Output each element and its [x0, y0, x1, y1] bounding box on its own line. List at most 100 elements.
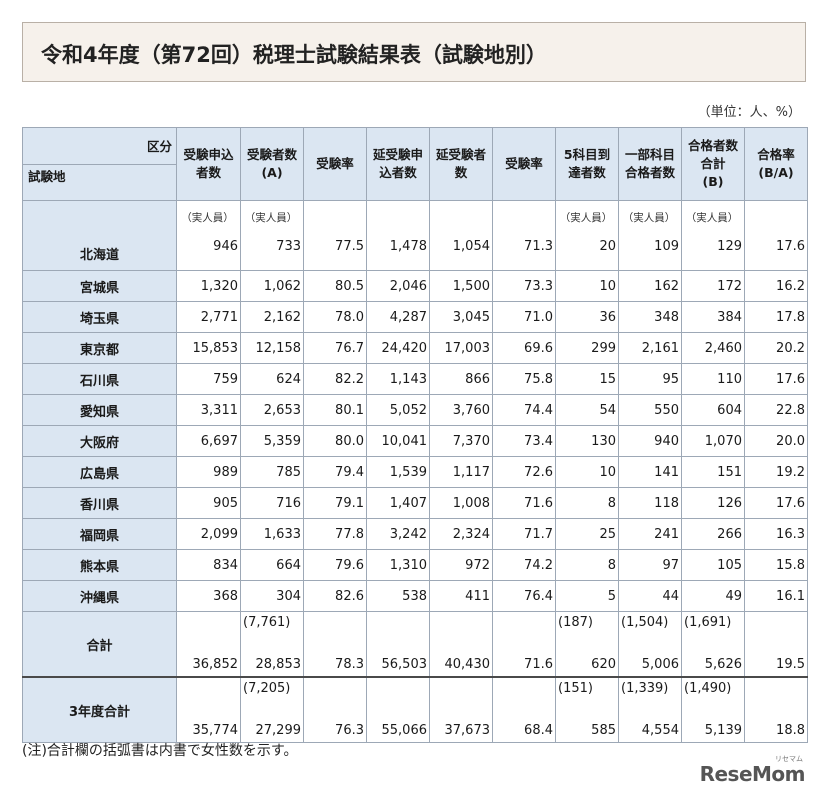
- results-body: 北海道 （実人員） 946 （実人員） 733 77.5 1,478 1,054 71.3 （実人…: [22, 200, 808, 743]
- data-cell: 151: [681, 456, 745, 488]
- data-cell: 348: [618, 301, 682, 333]
- cell-value: 129: [717, 238, 742, 254]
- header-corner: 区分 試験地: [22, 127, 177, 201]
- data-cell: 2,162: [240, 301, 304, 333]
- data-cell: 79.4: [303, 456, 367, 488]
- table-row: 香川県 905 716 79.1 1,407 1,008 71.6 8 118 126 17.6: [22, 487, 808, 519]
- cell-value: 946: [213, 238, 238, 254]
- table-row: 宮城県 1,320 1,062 80.5 2,046 1,500 73.3 10 162 172 1…: [22, 270, 808, 302]
- note-spacer: [493, 211, 553, 225]
- data-cell: 12,158: [240, 332, 304, 364]
- logo-text: ReseMom: [699, 762, 806, 786]
- data-cell: 8: [555, 487, 619, 519]
- data-cell: 241: [618, 518, 682, 550]
- total-cell: (1,691) 5,626: [681, 611, 745, 678]
- col-header-total-examinees: 延受験者数: [429, 127, 493, 201]
- data-cell: 384: [681, 301, 745, 333]
- cell-value: 71.3: [524, 238, 553, 254]
- total-cell: (7,761) 28,853: [240, 611, 304, 678]
- actual-count-note: （実人員）: [622, 211, 676, 224]
- col-header-five-subjects: 5科目到 達者数: [555, 127, 619, 201]
- table-row: 熊本県 834 664 79.6 1,310 972 74.2 8 97 105 15.8: [22, 549, 808, 581]
- total-cell: (187) 620: [555, 611, 619, 678]
- female-count: (7,761): [243, 615, 291, 630]
- data-cell: 299: [555, 332, 619, 364]
- corner-category-label: 区分: [146, 139, 172, 154]
- data-cell: 6,697: [176, 425, 241, 457]
- total-cell: 18.8: [744, 676, 808, 743]
- data-cell: 75.8: [492, 363, 556, 395]
- data-cell: 1,143: [366, 363, 430, 395]
- location-cell: 大阪府: [22, 425, 177, 457]
- data-cell: 162: [618, 270, 682, 302]
- cell-value: 1,478: [389, 238, 427, 254]
- data-cell: 3,311: [176, 394, 241, 426]
- data-cell: 3,760: [429, 394, 493, 426]
- actual-count-note: （実人員）: [685, 211, 739, 224]
- total-label-cell: 合計: [22, 611, 177, 678]
- data-cell: 1,478: [366, 200, 430, 271]
- table-row: 愛知県 3,311 2,653 80.1 5,052 3,760 74.4 54 550 604 2…: [22, 394, 808, 426]
- data-cell: 759: [176, 363, 241, 395]
- page-title: 令和4年度（第72回）税理士試験結果表（試験地別）: [41, 43, 547, 67]
- data-cell: 3,045: [429, 301, 493, 333]
- cell-value: 17.6: [776, 238, 805, 254]
- actual-count-note: （実人員）: [559, 211, 613, 224]
- total-value: 28,853: [255, 657, 302, 672]
- data-cell: 80.0: [303, 425, 367, 457]
- female-count: (1,691): [684, 615, 732, 630]
- data-cell: 78.0: [303, 301, 367, 333]
- cell-value: 77.5: [335, 238, 364, 254]
- data-cell: 2,161: [618, 332, 682, 364]
- location-cell: 埼玉県: [22, 301, 177, 333]
- data-cell: 17.6: [744, 200, 808, 271]
- table-row: 埼玉県 2,771 2,162 78.0 4,287 3,045 71.0 36 348 384 1…: [22, 301, 808, 333]
- data-cell: （実人員） 129: [681, 200, 745, 271]
- data-cell: 1,008: [429, 487, 493, 519]
- data-cell: 905: [176, 487, 241, 519]
- data-cell: 940: [618, 425, 682, 457]
- data-cell: 17,003: [429, 332, 493, 364]
- data-cell: 24,420: [366, 332, 430, 364]
- data-cell: 74.2: [492, 549, 556, 581]
- data-cell: 126: [681, 487, 745, 519]
- data-cell: 5: [555, 580, 619, 612]
- data-cell: 16.2: [744, 270, 808, 302]
- note-spacer: [367, 211, 427, 225]
- data-cell: 25: [555, 518, 619, 550]
- data-cell: 10,041: [366, 425, 430, 457]
- data-cell: 2,460: [681, 332, 745, 364]
- female-count: (7,205): [243, 681, 291, 696]
- location-cell: 北海道: [22, 200, 177, 271]
- data-cell: 716: [240, 487, 304, 519]
- data-cell: 19.2: [744, 456, 808, 488]
- data-cell: 20.0: [744, 425, 808, 457]
- data-cell: 866: [429, 363, 493, 395]
- data-cell: 1,633: [240, 518, 304, 550]
- total-label-cell: 3年度合計: [22, 676, 177, 743]
- data-cell: 130: [555, 425, 619, 457]
- location-cell: 愛知県: [22, 394, 177, 426]
- total-value: 5,139: [704, 723, 742, 738]
- col-header-exam-rate: 受験率: [303, 127, 367, 201]
- data-cell: 71.0: [492, 301, 556, 333]
- data-cell: 4,287: [366, 301, 430, 333]
- table-row: 石川県 759 624 82.2 1,143 866 75.8 15 95 110 17.6: [22, 363, 808, 395]
- data-cell: 69.6: [492, 332, 556, 364]
- data-cell: （実人員） 109: [618, 200, 682, 271]
- note-spacer: [430, 211, 490, 225]
- footnote: (注)合計欄の括弧書は内書で女性数を示す。: [22, 743, 298, 759]
- location-cell: 香川県: [22, 487, 177, 519]
- note-spacer: [304, 211, 364, 225]
- data-cell: 36: [555, 301, 619, 333]
- location-cell: 福岡県: [22, 518, 177, 550]
- data-cell: 2,653: [240, 394, 304, 426]
- col-header-total-exam-rate: 受験率: [492, 127, 556, 201]
- table-row: 大阪府 6,697 5,359 80.0 10,041 7,370 73.4 130 940 1,…: [22, 425, 808, 457]
- total-value: 5,006: [641, 657, 679, 672]
- data-cell: 550: [618, 394, 682, 426]
- data-cell: 1,070: [681, 425, 745, 457]
- total-cell: (1,504) 5,006: [618, 611, 682, 678]
- total-cell: 56,503: [366, 611, 430, 678]
- total-cell: 68.4: [492, 676, 556, 743]
